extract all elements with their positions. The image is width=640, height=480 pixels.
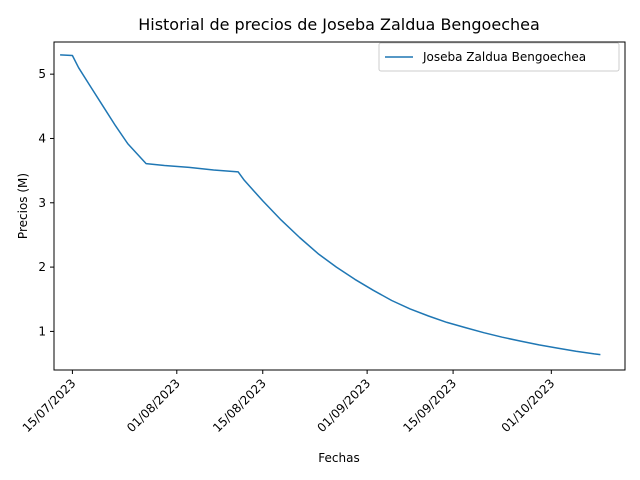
axes-frame — [53, 41, 626, 371]
legend-box — [378, 42, 620, 72]
series-line-0 — [60, 54, 601, 356]
y-axis-label: Precios (M) — [16, 173, 30, 239]
x-axis-label: Fechas — [318, 451, 359, 465]
legend: Joseba Zaldua Bengoechea — [378, 42, 620, 72]
legend-entry: Joseba Zaldua Bengoechea — [422, 50, 586, 64]
y-tick-label: 5 — [38, 67, 46, 81]
y-tick-label: 3 — [38, 196, 46, 210]
y-tick-label: 1 — [38, 324, 46, 338]
y-tick-label: 4 — [38, 131, 46, 145]
plot-area — [60, 54, 601, 356]
y-tick-label: 2 — [38, 260, 46, 274]
chart-title: Historial de precios de Joseba Zaldua Be… — [138, 15, 540, 34]
